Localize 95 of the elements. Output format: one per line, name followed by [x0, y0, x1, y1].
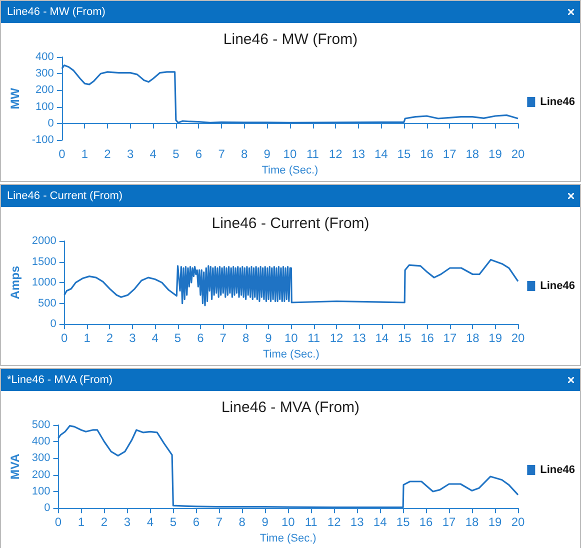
x-tick-label: 8 — [238, 515, 246, 530]
x-tick-label: 19 — [488, 515, 502, 530]
x-tick-label: 16 — [419, 515, 434, 530]
x-tick-label: 17 — [442, 147, 457, 162]
x-tick-label: 13 — [350, 515, 364, 530]
y-tick-label: 400 — [32, 436, 50, 448]
x-tick-label: 14 — [374, 147, 388, 162]
x-tick-label: 6 — [195, 147, 202, 162]
x-tick-label: 8 — [242, 331, 250, 346]
y-tick-label: 100 — [32, 485, 50, 498]
x-tick-label: 19 — [488, 147, 502, 162]
y-tick-label: 500 — [38, 297, 56, 310]
x-tick-label: 16 — [420, 147, 434, 162]
line-series — [64, 258, 519, 306]
x-tick-label: 17 — [443, 331, 457, 346]
x-tick-label: 2 — [100, 515, 108, 530]
x-axis-title: Time (Sec.) — [260, 532, 316, 544]
x-tick-label: 20 — [511, 331, 525, 346]
chart-title: Line46 - MW (From) — [223, 31, 358, 48]
y-tick-label: 300 — [36, 68, 54, 80]
chart-title: Line46 - Current (From) — [212, 215, 370, 232]
x-tick-label: 2 — [106, 331, 114, 346]
x-tick-label: 15 — [397, 147, 411, 162]
x-tick-label: 10 — [284, 331, 298, 346]
x-tick-label: 1 — [84, 331, 91, 346]
x-tick-label: 5 — [174, 331, 182, 346]
legend-label: Line46 — [540, 96, 576, 108]
x-tick-label: 7 — [220, 331, 227, 346]
y-axis-title: MW — [8, 87, 22, 110]
text: Line46 - Current (From) — [7, 190, 123, 202]
x-tick-label: 7 — [216, 515, 223, 530]
y-tick-label: 2000 — [32, 235, 56, 247]
x-tick-label: 8 — [241, 147, 248, 162]
x-tick-label: 7 — [218, 147, 226, 162]
x-tick-label: 0 — [61, 331, 68, 346]
x-tick-label: 12 — [328, 147, 343, 162]
y-tick-label: 400 — [36, 51, 54, 63]
x-tick-label: 9 — [264, 147, 271, 162]
y-tick-label: -100 — [32, 134, 54, 146]
x-tick-label: 3 — [126, 147, 134, 162]
x-tick-label: 1 — [81, 147, 88, 162]
x-tick-label: 1 — [78, 515, 85, 530]
x-tick-label: 10 — [281, 515, 296, 530]
text: Line46 - MW (From) — [7, 6, 106, 18]
x-tick-label: 0 — [58, 147, 66, 162]
x-tick-label: 5 — [172, 147, 180, 162]
x-tick-label: 20 — [511, 515, 525, 530]
x-tick-label: 2 — [104, 147, 112, 162]
x-axis-title: Time (Sec.) — [262, 164, 318, 176]
x-tick-label: 4 — [152, 331, 159, 346]
y-tick-label: 300 — [32, 452, 50, 464]
x-tick-label: 16 — [420, 331, 434, 346]
y-axis-title: MVA — [8, 453, 22, 480]
y-axis-title: Amps — [8, 266, 22, 300]
x-tick-label: 5 — [170, 515, 177, 530]
x-tick-label: 6 — [192, 515, 200, 530]
y-tick-label: 500 — [32, 419, 50, 431]
legend-label: Line46 — [540, 280, 576, 292]
y-tick-label: 1500 — [32, 256, 56, 268]
x-tick-label: 18 — [466, 331, 480, 346]
x-tick-label: 20 — [511, 147, 525, 162]
x-tick-label: 14 — [375, 331, 389, 346]
x-tick-label: 6 — [197, 331, 204, 346]
x-tick-label: 13 — [352, 147, 366, 162]
x-tick-label: 11 — [306, 147, 320, 162]
x-tick-label: 18 — [465, 515, 480, 530]
x-tick-label: 3 — [124, 515, 131, 530]
x-axis-title: Time (Sec.) — [262, 348, 320, 360]
chart-title: Line46 - MVA (From) — [221, 399, 360, 416]
y-tick-label: 0 — [48, 117, 54, 130]
x-tick-label: 18 — [466, 147, 480, 162]
x-tick-label: 11 — [304, 515, 318, 530]
x-tick-label: 3 — [129, 331, 136, 346]
x-tick-label: 19 — [488, 331, 502, 346]
x-tick-label: 12 — [327, 515, 342, 530]
x-tick-label: 10 — [283, 147, 297, 162]
x-tick-label: 9 — [265, 331, 272, 346]
x-tick-label: 9 — [262, 515, 269, 530]
x-tick-label: 14 — [373, 515, 388, 530]
x-tick-label: 11 — [308, 331, 320, 346]
x-tick-label: 4 — [150, 147, 157, 162]
y-tick-label: 1000 — [32, 276, 56, 289]
y-tick-label: 0 — [50, 318, 56, 330]
x-tick-label: 17 — [442, 515, 456, 530]
x-tick-label: 15 — [398, 331, 412, 346]
text: *Line46 - MVA (From) — [7, 374, 113, 386]
x-tick-label: 12 — [330, 331, 344, 346]
y-tick-label: 200 — [32, 468, 50, 481]
x-tick-label: 4 — [146, 515, 154, 530]
legend-label: Line46 — [540, 464, 576, 476]
y-tick-label: 200 — [36, 84, 54, 96]
y-tick-label: 100 — [36, 100, 54, 113]
y-tick-label: 0 — [44, 502, 50, 514]
x-tick-label: 13 — [352, 331, 366, 346]
x-tick-label: 15 — [396, 515, 410, 530]
